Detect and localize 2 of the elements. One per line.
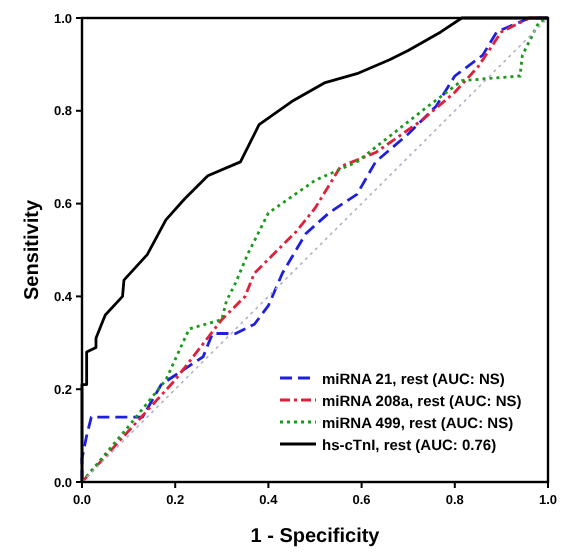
y-axis-title: Sensitivity — [22, 199, 44, 301]
x-axis-title: 1 - Specificity — [250, 526, 381, 548]
